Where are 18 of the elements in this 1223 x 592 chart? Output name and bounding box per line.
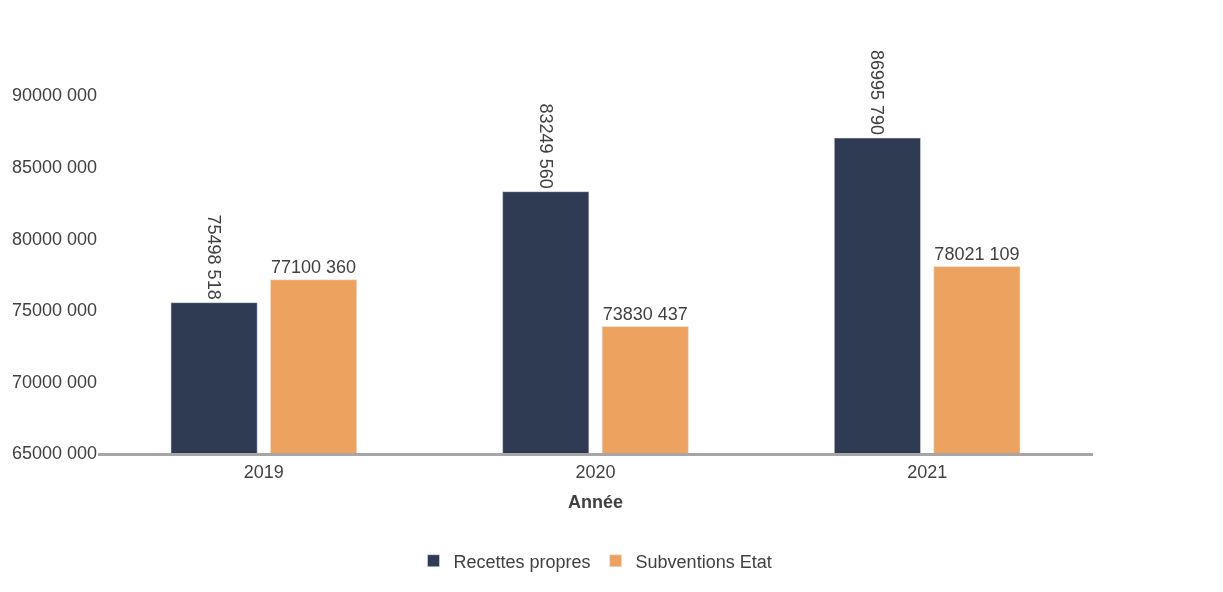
y-tick-label: 80000 000 (11, 228, 97, 249)
y-tick-label: 65000 000 (11, 443, 97, 464)
data-label: 73830 437 (602, 303, 688, 324)
data-label: 83249 560 (535, 103, 556, 189)
x-axis-title: Année (567, 491, 624, 512)
x-tick-label: 2019 (243, 461, 284, 482)
y-tick-label: 70000 000 (11, 371, 97, 392)
legend-label: Recettes propres (453, 551, 591, 572)
data-label: 78021 109 (934, 243, 1020, 264)
x-tick-label: 2020 (575, 461, 616, 482)
data-label: 86995 790 (867, 49, 888, 136)
data-label: 77100 360 (271, 256, 357, 277)
y-tick-label: 90000 000 (11, 85, 97, 106)
legend-label: Subventions Etat (635, 551, 772, 572)
y-tick-label: 85000 000 (11, 156, 97, 177)
y-tick-label: 75000 000 (11, 300, 97, 321)
x-tick-label: 2021 (907, 461, 948, 482)
data-label: 75498 518 (204, 214, 225, 300)
